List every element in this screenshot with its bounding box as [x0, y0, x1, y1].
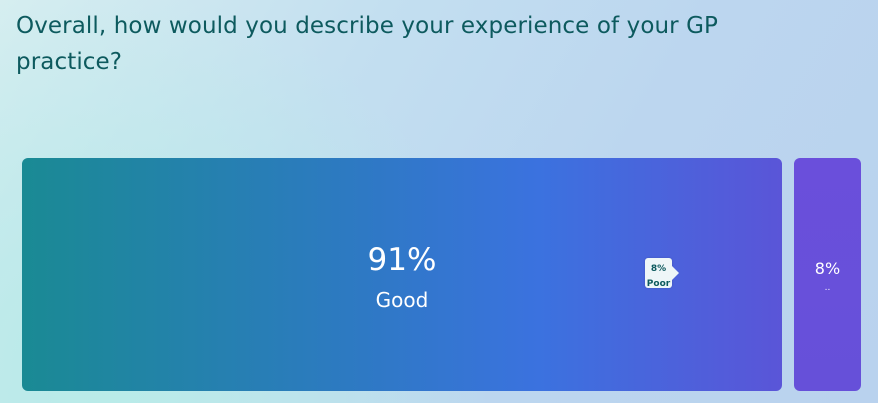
tooltip-arrow [672, 266, 679, 280]
stacked-bar-chart: 91% Good 8% .. 8% Poor [22, 158, 861, 391]
bar-good-category-label: Good [375, 288, 429, 312]
tooltip-value-label: 8% [650, 264, 667, 274]
tooltip: 8% Poor [645, 258, 672, 288]
page-title: Overall, how would you describe your exp… [16, 13, 719, 75]
bar-poor[interactable]: 8% .. [794, 158, 861, 391]
tooltip-category-label: Poor [646, 279, 671, 288]
bar-poor-value-label: 8% [814, 259, 841, 278]
bar-poor-category-label: .. [824, 283, 831, 293]
bar-good-value-label: 91% [367, 242, 437, 278]
